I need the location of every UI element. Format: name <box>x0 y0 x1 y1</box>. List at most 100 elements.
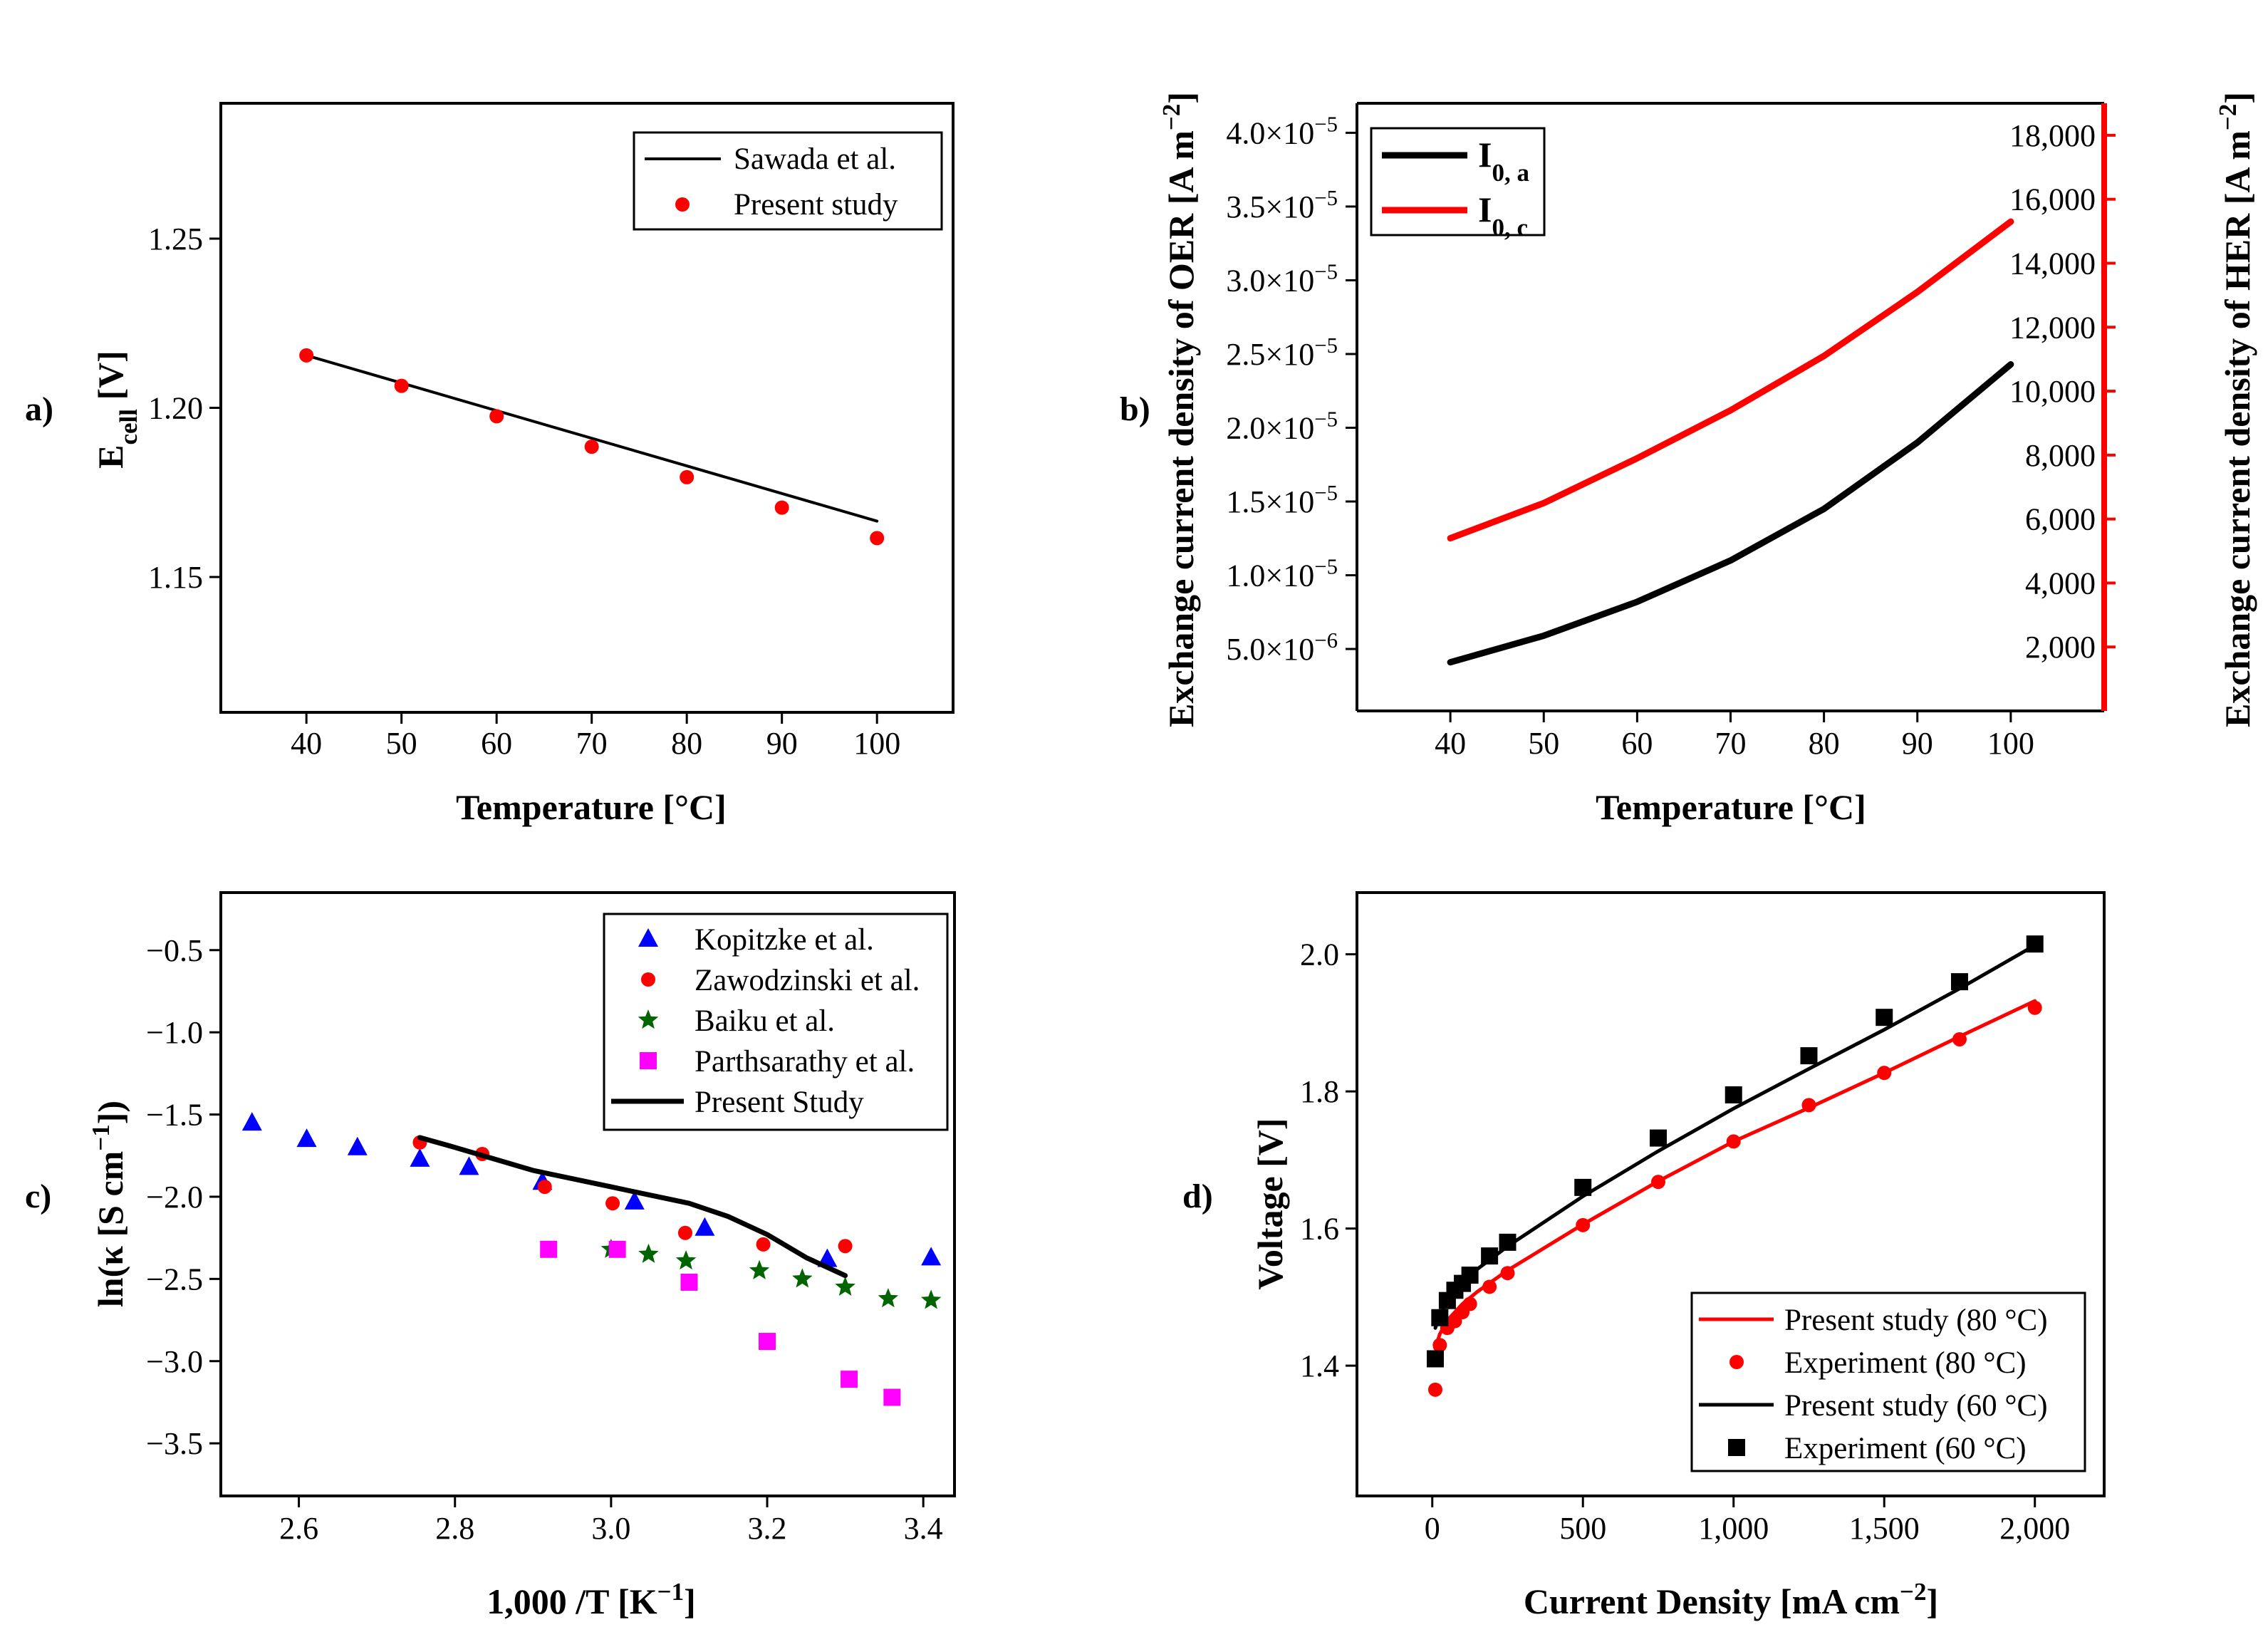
y-tick-label: 2.0 <box>1300 937 1339 972</box>
y-left-tick-label-part-1: −5 <box>1314 407 1338 431</box>
experiment-point <box>1426 1350 1444 1368</box>
parthsarathy-et-al-point <box>540 1240 558 1258</box>
y-axis-label: ln(κ [S cm−1]) <box>87 1101 131 1307</box>
present-study-point <box>489 409 504 424</box>
legend-circle-swatch <box>675 197 690 212</box>
y-left-tick-label: 3.0×10−5 <box>1226 259 1338 298</box>
y-left-axis-label-part-1: −2 <box>1158 104 1185 130</box>
experiment-point <box>1462 1296 1477 1311</box>
y-right-axis-label-part-0: Exchange current density of HER [A m <box>2217 130 2257 727</box>
y-left-tick-label-part-0: 5.0×10 <box>1226 632 1314 667</box>
baiku-et-al-point <box>638 1243 659 1263</box>
x-axis-label-part-0: Current Density [mA cm <box>1524 1581 1900 1621</box>
legend-label: Present study (80 °C) <box>1784 1304 2048 1337</box>
experiment-point <box>1950 973 1968 991</box>
y-left-tick-label-part-1: −5 <box>1314 333 1338 358</box>
y-right-tick-label: 10,000 <box>2009 374 2096 409</box>
y-tick-label: −1.0 <box>146 1015 203 1050</box>
x-tick-label: 70 <box>576 726 608 761</box>
x-axis-label-part-1: −1 <box>657 1578 684 1606</box>
experiment-point <box>1952 1031 1967 1046</box>
y-tick-label: 1.8 <box>1300 1074 1339 1109</box>
y-right-tick-label: 4,000 <box>2025 566 2096 601</box>
zawodzinski-et-al-point <box>537 1180 552 1195</box>
experiment-point <box>1876 1009 1893 1027</box>
present-study-point <box>870 531 885 546</box>
experiment-point <box>2027 1000 2042 1015</box>
panel-b: 40 50 60 70 80 90 1005.0×10−61.0×10−51.5×10−52… <box>1120 92 2257 827</box>
y-right-tick-label: 8,000 <box>2025 438 2096 473</box>
experiment-point <box>1725 1086 1742 1103</box>
x-axis-label-part-2: ] <box>1926 1581 1938 1621</box>
baiku-et-al-point <box>675 1250 697 1270</box>
x-axis-label: Current Density [mA cm−2] <box>1524 1578 1938 1622</box>
legend-label-part-0: I <box>1478 135 1492 175</box>
y-left-tick-label-part-1: −5 <box>1314 259 1338 284</box>
x-tick-label: 50 <box>1528 726 1559 761</box>
y-axis-label-part-1: −1 <box>87 1124 115 1150</box>
y-tick-label: 1.20 <box>148 391 203 426</box>
y-left-tick-label: 5.0×10−6 <box>1226 628 1338 667</box>
parthsarathy-et-al-point <box>759 1333 776 1351</box>
zawodzinski-et-al-point <box>605 1196 620 1211</box>
present-study-point <box>680 469 695 484</box>
y-left-axis-label-part-2: ] <box>1161 92 1201 104</box>
legend-marker-swatch <box>1728 1439 1745 1456</box>
y-tick-label: 1.6 <box>1300 1212 1339 1247</box>
baiku-et-al-point <box>749 1259 770 1279</box>
y-left-axis-label-part-0: Exchange current density of OER [A m <box>1161 130 1201 727</box>
baiku-et-al-point <box>792 1268 813 1288</box>
y-right-tick-label: 2,000 <box>2025 630 2096 665</box>
y-left-tick-label-part-1: −5 <box>1314 481 1338 505</box>
y-left-tick-label-part-0: 3.5×10 <box>1226 189 1314 224</box>
experiment-point <box>1481 1247 1499 1265</box>
legend-label: Baiku et al. <box>695 1004 835 1038</box>
y-left-tick-label: 2.5×10−5 <box>1226 333 1338 372</box>
legend-label: Kopitzke et al. <box>695 923 874 957</box>
x-axis-label: Temperature [°C] <box>1596 787 1866 827</box>
y-tick-label: −2.0 <box>146 1180 203 1215</box>
legend-marker-swatch <box>640 1052 657 1069</box>
y-tick-label: 1.4 <box>1300 1348 1339 1383</box>
y-axis-label-part-2: ]) <box>90 1101 130 1124</box>
y-left-tick-label-part-1: −5 <box>1314 186 1338 210</box>
x-tick-label: 2.6 <box>279 1511 318 1546</box>
x-tick-label: 100 <box>1987 726 2034 761</box>
legend-box <box>1370 127 1546 237</box>
parthsarathy-et-al-point <box>608 1240 626 1258</box>
present-study-point <box>584 440 599 454</box>
experiment-point <box>1576 1217 1591 1232</box>
baiku-et-al-point <box>920 1289 942 1309</box>
y-axis-label-part-2: [V] <box>90 350 130 409</box>
legend: Present study (80 °C) Experiment (80 °C) P… <box>1690 1291 2086 1472</box>
experiment-point <box>1800 1047 1818 1065</box>
panel-d: 0 500 1,000 1,500 2,000 1.4 1.6 1.8 2.0 Current D… <box>1182 891 2106 1622</box>
y-tick-label: 1.15 <box>148 560 203 595</box>
x-tick-label: 2,000 <box>1999 1511 2070 1546</box>
plot-frame <box>219 891 956 1497</box>
legend: I0, aI0, c <box>1370 127 1546 241</box>
experiment-point <box>1649 1129 1667 1147</box>
i0a-line <box>1447 361 2014 666</box>
kopitzke-et-al-point <box>296 1128 317 1148</box>
x-tick-label: 50 <box>386 726 417 761</box>
legend: Sawada et al. Present study <box>633 131 943 231</box>
x-tick-label: 90 <box>1902 726 1933 761</box>
experiment-point <box>1650 1175 1665 1190</box>
legend-label: Sawada et al. <box>734 142 896 176</box>
panel-label: c) <box>25 1178 51 1215</box>
y-left-tick-label: 4.0×10−5 <box>1226 112 1338 150</box>
kopitzke-et-al-point <box>695 1217 715 1236</box>
y-left-tick-label-part-1: −5 <box>1314 112 1338 136</box>
experiment-point <box>2026 935 2044 953</box>
y-tick-label: −3.0 <box>146 1344 203 1379</box>
parthsarathy-et-al-point <box>841 1371 858 1388</box>
y-left-tick-label: 1.0×10−5 <box>1226 555 1338 593</box>
x-tick-label: 80 <box>1809 726 1840 761</box>
x-axis-label: 1,000 /T [K−1] <box>487 1578 696 1622</box>
y-left-tick-label-part-0: 2.5×10 <box>1226 337 1314 372</box>
legend-marker-swatch <box>1729 1355 1744 1369</box>
plot-frame <box>1356 891 2106 1497</box>
experiment-point <box>1499 1233 1517 1251</box>
